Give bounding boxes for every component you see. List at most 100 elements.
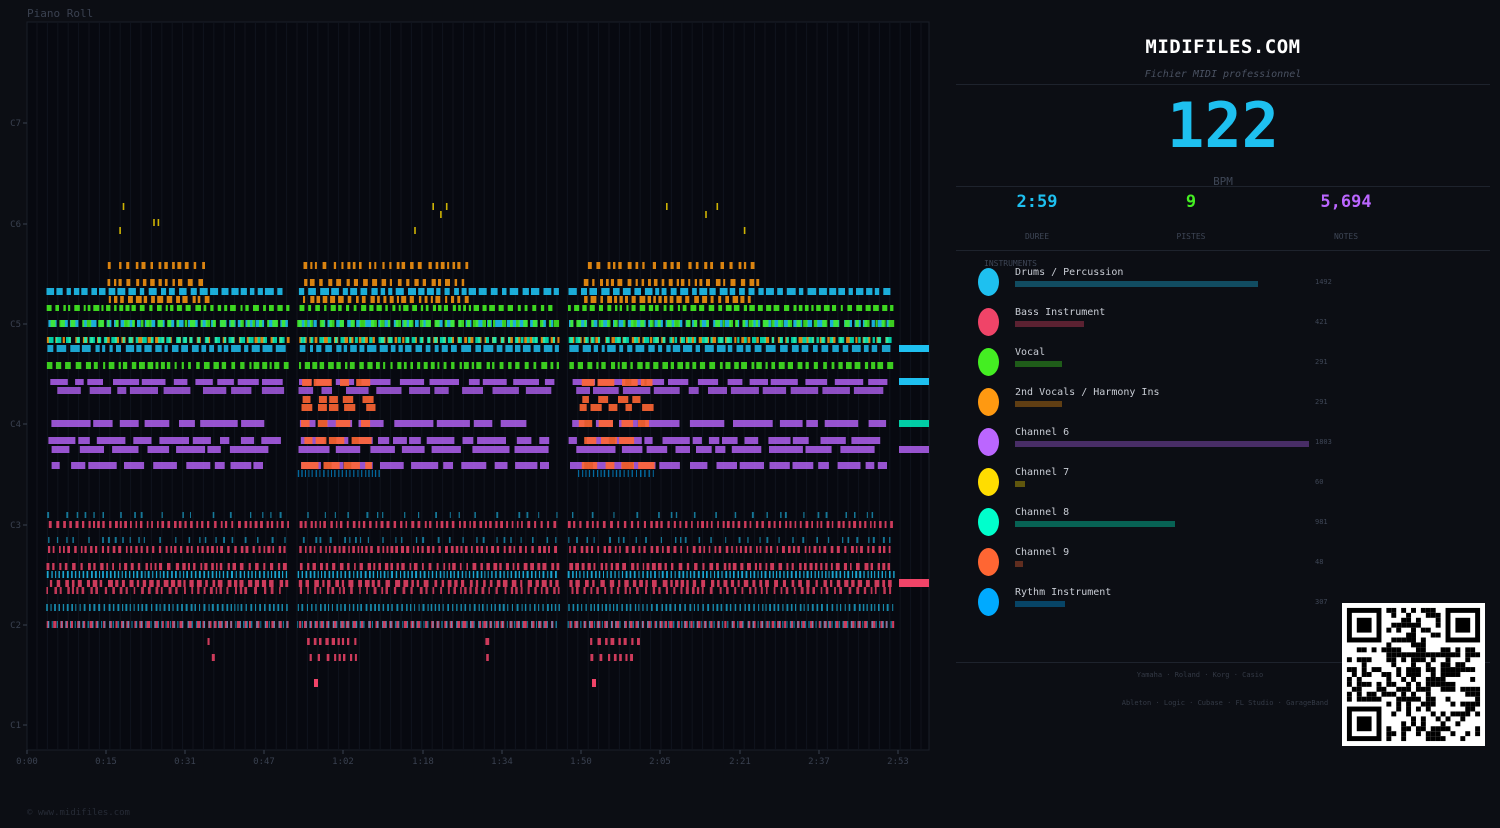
midi-note <box>369 521 372 528</box>
midi-note <box>437 362 440 369</box>
midi-note <box>513 546 516 553</box>
midi-note <box>67 546 70 553</box>
midi-note <box>201 345 207 352</box>
midi-note <box>729 288 736 295</box>
midi-note <box>395 580 401 587</box>
instrument-row[interactable]: Channel 9 48 <box>976 546 1336 582</box>
midi-note <box>114 279 117 286</box>
midi-note <box>168 288 175 295</box>
midi-note <box>248 580 253 587</box>
midi-note <box>46 563 50 570</box>
midi-note <box>109 571 112 578</box>
midi-note <box>361 305 367 311</box>
midi-note <box>818 288 827 295</box>
midi-note <box>648 470 650 477</box>
qr-module <box>1401 736 1407 742</box>
midi-note <box>825 512 828 518</box>
midi-note <box>872 337 875 343</box>
midi-note <box>128 296 133 303</box>
midi-note <box>759 546 762 553</box>
midi-note <box>589 305 595 311</box>
midi-note <box>766 288 774 295</box>
midi-note <box>506 621 508 628</box>
midi-note <box>780 587 783 594</box>
qr-code[interactable] <box>1342 603 1485 746</box>
midi-note <box>643 546 646 553</box>
midi-note <box>725 604 728 611</box>
midi-note <box>81 345 91 352</box>
qr-module <box>1376 667 1382 673</box>
midi-note <box>689 420 725 427</box>
midi-note <box>377 296 380 303</box>
midi-note <box>751 512 754 518</box>
instrument-row[interactable]: Rythm Instrument 307 <box>976 586 1336 622</box>
qr-module <box>1470 647 1476 653</box>
midi-note <box>122 337 125 343</box>
instrument-row[interactable]: Channel 6 1803 <box>976 426 1336 462</box>
instrument-name: Drums / Percussion <box>1015 267 1124 278</box>
midi-note <box>595 571 597 578</box>
instrument-row[interactable]: Bass Instrument 421 <box>976 306 1336 342</box>
midi-note <box>771 362 775 369</box>
midi-note <box>140 521 143 528</box>
midi-note <box>323 521 326 528</box>
instrument-row[interactable]: Drums / Percussion 1492 <box>976 266 1336 302</box>
midi-note <box>597 379 615 386</box>
midi-note <box>105 337 110 343</box>
midi-note <box>215 537 217 543</box>
instrument-row[interactable]: Channel 7 60 <box>976 466 1336 502</box>
instrument-row[interactable]: Vocal 291 <box>976 346 1336 382</box>
instrument-note-bar <box>1015 361 1062 367</box>
midi-note <box>461 571 464 578</box>
midi-note <box>329 404 339 411</box>
midi-note <box>330 296 336 303</box>
midi-note <box>881 571 883 578</box>
midi-note <box>710 337 713 343</box>
midi-note <box>797 621 799 628</box>
time-label: 1:50 <box>570 757 592 767</box>
midi-note <box>342 288 348 295</box>
midi-note <box>327 580 331 587</box>
midi-note <box>834 621 836 628</box>
midi-note <box>347 621 349 628</box>
midi-note <box>664 621 667 628</box>
midi-note <box>395 571 398 578</box>
midi-note <box>361 379 391 385</box>
midi-note <box>685 296 690 303</box>
qr-module <box>1460 667 1466 673</box>
midi-note <box>754 563 757 570</box>
midi-note <box>427 621 429 628</box>
midi-note <box>436 563 439 570</box>
midi-note <box>48 537 50 543</box>
instrument-row[interactable]: 2nd Vocals / Harmony Ins 291 <box>976 386 1336 422</box>
midi-note <box>613 604 615 611</box>
midi-note <box>93 521 96 528</box>
midi-note <box>471 546 473 553</box>
instrument-row[interactable]: Channel 8 981 <box>976 506 1336 542</box>
midi-note <box>195 305 201 311</box>
midi-note <box>808 621 810 628</box>
qr-module <box>1430 632 1436 638</box>
midi-note <box>685 337 690 343</box>
qr-module <box>1406 632 1412 638</box>
midi-note <box>554 345 559 352</box>
midi-note <box>864 621 868 628</box>
midi-note <box>676 262 680 269</box>
midi-note <box>127 320 134 327</box>
midi-note <box>625 546 629 553</box>
midi-note <box>388 288 393 295</box>
midi-note <box>90 546 93 553</box>
midi-note <box>99 580 103 587</box>
midi-note <box>323 621 325 628</box>
midi-note <box>864 362 869 369</box>
midi-note <box>856 587 860 594</box>
midi-note <box>98 320 105 327</box>
midi-note <box>638 462 655 469</box>
midi-note <box>176 320 180 327</box>
midi-note <box>881 345 891 352</box>
midi-note <box>748 320 754 327</box>
qr-module <box>1435 716 1441 722</box>
midi-note <box>803 512 805 518</box>
midi-note <box>499 362 504 369</box>
